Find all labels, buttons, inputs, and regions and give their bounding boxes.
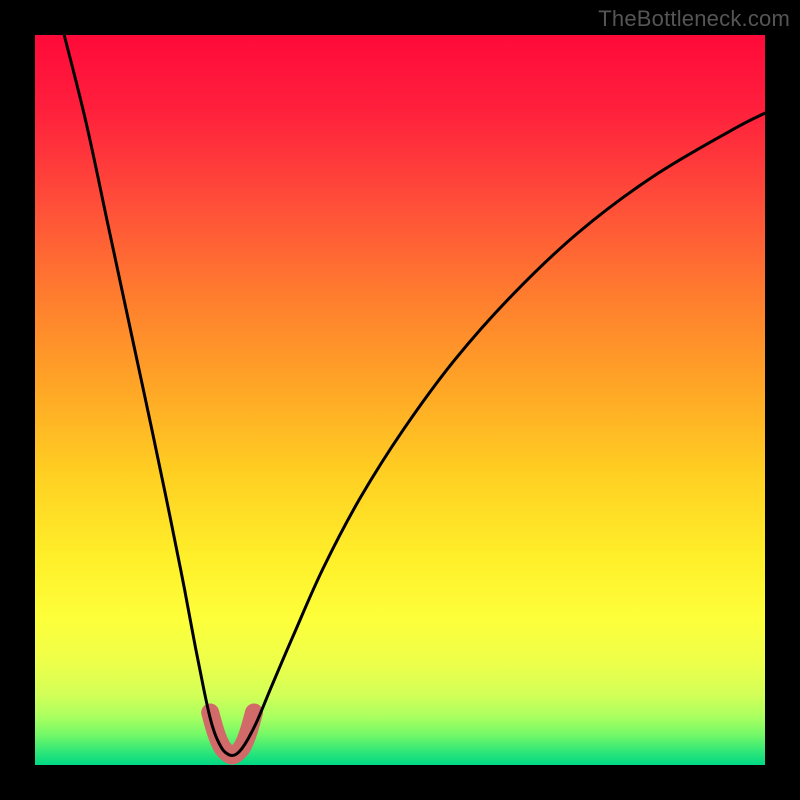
chart-stage: TheBottleneck.com <box>0 0 800 800</box>
bottleneck-chart <box>0 0 800 800</box>
watermark-text: TheBottleneck.com <box>598 6 790 32</box>
